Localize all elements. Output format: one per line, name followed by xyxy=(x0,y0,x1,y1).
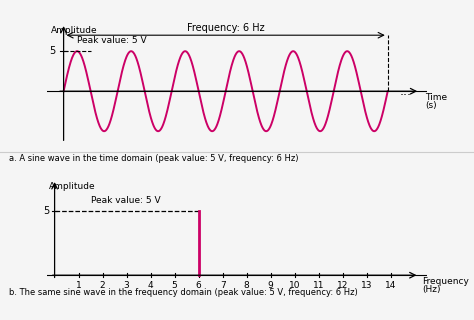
Text: Peak value: 5 V: Peak value: 5 V xyxy=(77,36,146,45)
Text: b. The same sine wave in the frequency domain (peak value: 5 V, frequency: 6 Hz): b. The same sine wave in the frequency d… xyxy=(9,288,358,297)
Text: 7: 7 xyxy=(220,281,226,290)
Text: Peak value: 5 V: Peak value: 5 V xyxy=(91,196,160,205)
Text: 5: 5 xyxy=(49,46,55,56)
Text: 2: 2 xyxy=(100,281,105,290)
Text: Frequency: 6 Hz: Frequency: 6 Hz xyxy=(187,23,264,33)
Text: 4: 4 xyxy=(148,281,154,290)
Text: Frequency: Frequency xyxy=(422,277,469,286)
Text: 10: 10 xyxy=(289,281,301,290)
Text: 5: 5 xyxy=(44,206,50,216)
Text: 5: 5 xyxy=(172,281,177,290)
Text: 3: 3 xyxy=(124,281,129,290)
Text: (s): (s) xyxy=(425,101,437,110)
Text: 14: 14 xyxy=(385,281,396,290)
Text: Amplitude: Amplitude xyxy=(49,182,95,191)
Text: 1: 1 xyxy=(76,281,82,290)
Text: 11: 11 xyxy=(313,281,324,290)
Text: 12: 12 xyxy=(337,281,348,290)
Text: 8: 8 xyxy=(244,281,249,290)
Text: 6: 6 xyxy=(196,281,201,290)
Text: 13: 13 xyxy=(361,281,373,290)
Text: 9: 9 xyxy=(268,281,273,290)
Text: a. A sine wave in the time domain (peak value: 5 V, frequency: 6 Hz): a. A sine wave in the time domain (peak … xyxy=(9,154,299,163)
Text: Amplitude: Amplitude xyxy=(51,26,97,35)
Text: ...: ... xyxy=(400,85,411,98)
Text: Time: Time xyxy=(425,93,447,102)
Text: (Hz): (Hz) xyxy=(422,285,440,294)
